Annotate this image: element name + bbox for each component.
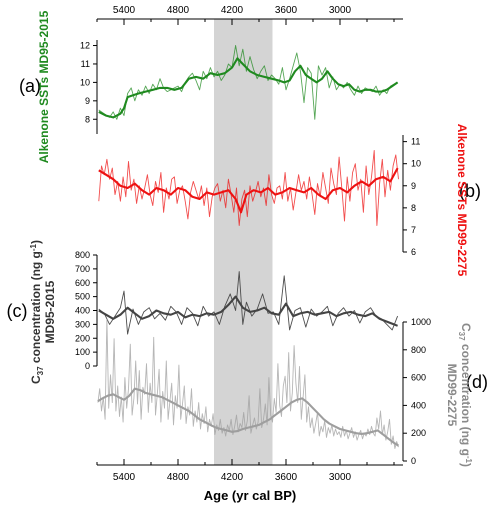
y-tick-label-a: 11 — [81, 59, 90, 69]
x-tick-label-top: 5400 — [113, 5, 136, 16]
y-tick-label-d: 400 — [411, 400, 426, 410]
y-tick-label-b: 8 — [411, 203, 416, 213]
y-tick-label-c: 700 — [75, 264, 90, 274]
y-axis-label-b: Alkenone SSTs MD99-2275 — [455, 124, 469, 277]
y-tick-label-c: 600 — [75, 278, 90, 288]
y-tick-label-c: 800 — [75, 250, 90, 260]
series-d-smoothed — [97, 387, 400, 447]
y-tick-label-c: 0 — [85, 361, 90, 371]
y-tick-label-b: 11 — [411, 137, 420, 147]
svg-text:C37 concentration (ng g-1): C37 concentration (ng g-1) — [457, 323, 473, 467]
y-tick-label-b: 10 — [411, 159, 421, 169]
svg-text:MD99-2275: MD99-2275 — [445, 364, 459, 427]
axes-layer: 5400540048004800420042003600360030003000… — [7, 5, 489, 483]
panel-label-d: (d) — [466, 372, 488, 392]
highlight-band — [214, 19, 273, 465]
y-tick-label-d: 200 — [411, 428, 426, 438]
x-tick-label-bottom: 4200 — [221, 472, 244, 483]
y-tick-label-c: 300 — [75, 319, 90, 329]
y-tick-label-c: 200 — [75, 333, 90, 343]
x-tick-label-bottom: 3000 — [329, 472, 352, 483]
series-b-raw — [98, 150, 399, 226]
series-b-smoothed — [98, 167, 399, 214]
y-tick-label-d: 600 — [411, 373, 426, 383]
x-tick-label-bottom: 5400 — [113, 472, 136, 483]
y-tick-label-a: 9 — [85, 96, 90, 106]
svg-text:Alkenone SSTs MD95-2015: Alkenone SSTs MD95-2015 — [37, 10, 51, 163]
x-tick-label-bottom: 3600 — [275, 472, 298, 483]
series-c-smoothed — [98, 295, 398, 327]
x-axis-label: Age (yr cal BP) — [204, 488, 296, 503]
y-tick-label-a: 8 — [85, 114, 90, 124]
y-tick-label-b: 6 — [411, 247, 416, 257]
y-axis-label-d: C37 concentration (ng g-1)MD99-2275 — [445, 323, 473, 467]
y-tick-label-a: 10 — [80, 77, 90, 87]
svg-text:Alkenone SSTs MD99-2275: Alkenone SSTs MD99-2275 — [455, 124, 469, 277]
x-tick-label-top: 3000 — [329, 5, 352, 16]
y-axis-label-c: C37 concentration (ng g-1)MD95-2015 — [29, 240, 57, 384]
series-layer — [97, 45, 400, 449]
y-axis-label-a: Alkenone SSTs MD95-2015 — [37, 10, 51, 163]
y-tick-label-d: 1000 — [411, 317, 431, 327]
panel-label-a: (a) — [19, 76, 41, 96]
x-tick-label-top: 3600 — [275, 5, 298, 16]
x-tick-label-top: 4800 — [167, 5, 190, 16]
y-tick-label-a: 12 — [80, 41, 90, 51]
x-tick-label-top: 4200 — [221, 5, 244, 16]
y-tick-label-c: 400 — [75, 306, 90, 316]
plot-frame — [97, 18, 403, 466]
panel-label-c: (c) — [7, 301, 28, 321]
y-tick-label-c: 500 — [75, 292, 90, 302]
panel-label-b: (b) — [459, 181, 481, 201]
y-tick-label-c: 100 — [75, 347, 90, 357]
y-tick-label-d: 0 — [411, 456, 416, 466]
x-tick-label-bottom: 4800 — [167, 472, 190, 483]
series-d-raw — [97, 318, 399, 449]
svg-text:MD95-2015: MD95-2015 — [43, 280, 57, 343]
y-tick-label-d: 800 — [411, 345, 426, 355]
series-a-smoothed — [98, 57, 399, 119]
y-tick-label-b: 7 — [411, 225, 416, 235]
svg-text:C37 concentration (ng g-1): C37 concentration (ng g-1) — [29, 240, 45, 384]
y-tick-label-b: 9 — [411, 181, 416, 191]
